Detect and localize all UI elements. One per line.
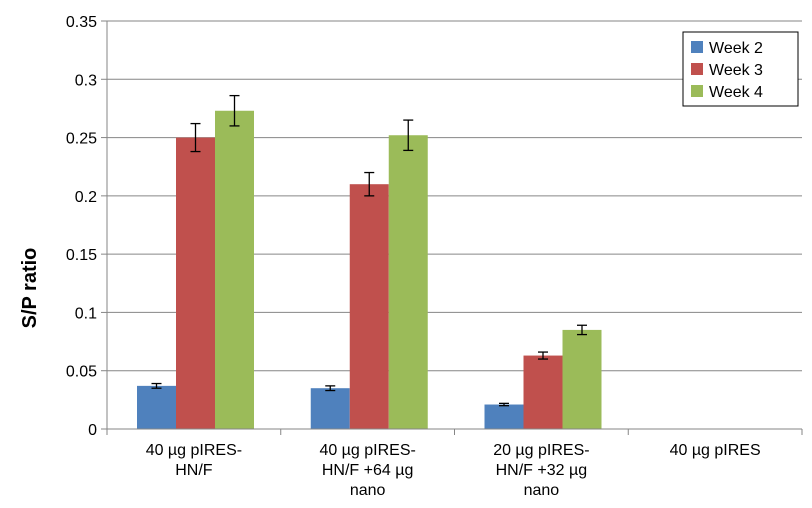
y-tick-label: 0 bbox=[88, 422, 97, 439]
legend: Week 2 Week 3 Week 4 bbox=[682, 31, 799, 107]
y-axis-label: S/P ratio bbox=[19, 248, 41, 329]
x-tick-label-line: 40 µg pIRES bbox=[670, 442, 761, 459]
bars bbox=[137, 110, 602, 430]
y-tick-label: 0.15 bbox=[66, 247, 97, 264]
x-tick-label: 40 µg pIRES- HN/F +64 µg nano bbox=[319, 442, 415, 499]
x-axis-ticks: 40 µg pIRES- HN/F 40 µg pIRES- HN/F +64 µg n… bbox=[106, 429, 803, 499]
x-tick-label: 40 µg pIRES- HN/F bbox=[146, 442, 242, 479]
x-tick-label-line: nano bbox=[350, 482, 386, 499]
bar-week-3 bbox=[176, 137, 215, 430]
legend-swatch bbox=[691, 63, 703, 75]
y-axis-ticks: 0 0.05 0.1 0.15 0.2 0.25 0.3 0.35 bbox=[66, 14, 107, 439]
x-tick-label-line: HN/F bbox=[175, 462, 213, 479]
y-tick-label: 0.2 bbox=[75, 189, 97, 206]
y-tick-label: 0.3 bbox=[75, 72, 97, 89]
error-bars bbox=[151, 94, 587, 407]
bar-week-3 bbox=[349, 184, 389, 429]
x-tick-label-line: 40 µg pIRES- bbox=[146, 442, 242, 459]
x-tick-label-line: HN/F +32 µg bbox=[496, 462, 587, 479]
y-tick-label: 0.25 bbox=[66, 131, 97, 148]
bar-week-4 bbox=[215, 110, 254, 429]
bar-week-4 bbox=[388, 135, 428, 430]
x-tick-label: 20 µg pIRES- HN/F +32 µg nano bbox=[493, 442, 589, 499]
x-tick-label-line: 20 µg pIRES- bbox=[493, 442, 589, 459]
bar-week-4 bbox=[562, 329, 602, 429]
legend-label: Week 3 bbox=[709, 62, 763, 79]
legend-swatch bbox=[691, 41, 703, 53]
legend-label: Week 4 bbox=[709, 84, 763, 101]
y-tick-label: 0.1 bbox=[75, 305, 97, 322]
x-tick-label-line: nano bbox=[524, 482, 560, 499]
x-tick-label: 40 µg pIRES bbox=[670, 442, 761, 459]
y-tick-label: 0.05 bbox=[66, 364, 97, 381]
x-tick-label-line: 40 µg pIRES- bbox=[319, 442, 415, 459]
bar-week-2 bbox=[484, 404, 524, 429]
bar-week-2 bbox=[137, 385, 176, 429]
bar-week-3 bbox=[523, 355, 563, 429]
bar-week-2 bbox=[310, 388, 350, 429]
x-tick-label-line: HN/F +64 µg bbox=[322, 462, 413, 479]
y-tick-label: 0.35 bbox=[66, 14, 97, 31]
legend-swatch bbox=[691, 85, 703, 97]
legend-label: Week 2 bbox=[709, 40, 763, 57]
